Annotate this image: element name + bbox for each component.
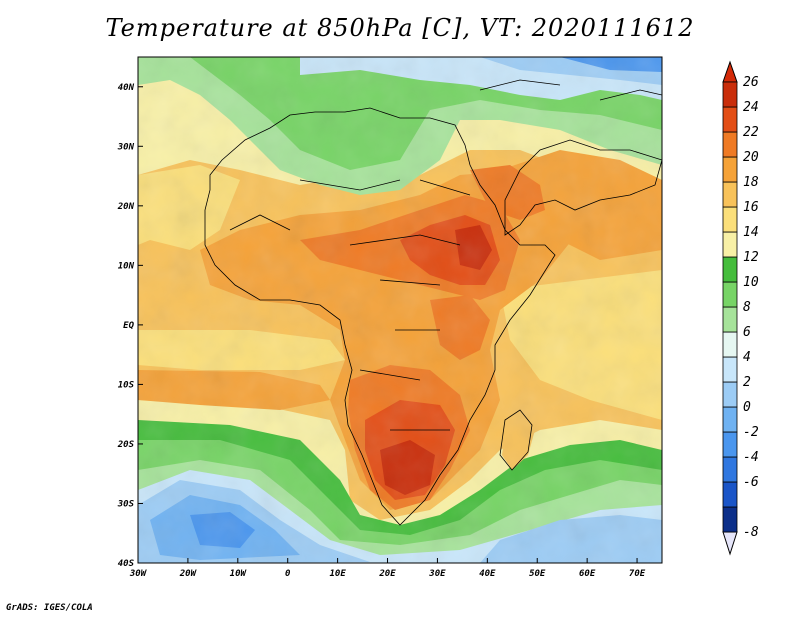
colorbar-label: -6 bbox=[743, 475, 759, 490]
colorbar-label: 0 bbox=[743, 400, 751, 415]
colorbar-label: 12 bbox=[743, 250, 759, 265]
lon-tick-label: 20W bbox=[179, 569, 198, 579]
lat-tick-label: 10N bbox=[118, 261, 135, 271]
lat-tick-label: 20S bbox=[117, 440, 135, 450]
lon-tick-label: 10E bbox=[329, 569, 346, 579]
colorbar-box bbox=[722, 206, 738, 233]
temperature-field bbox=[138, 57, 662, 563]
colorbar-label: 26 bbox=[743, 75, 759, 90]
colorbar-label: 18 bbox=[743, 175, 759, 190]
colorbar-label: 2 bbox=[743, 375, 751, 390]
lon-tick-label: 50E bbox=[529, 569, 546, 579]
colorbar-above-triangle bbox=[722, 60, 738, 83]
lon-tick-label: 30W bbox=[129, 569, 148, 579]
colorbar-box bbox=[722, 481, 738, 508]
grads-credit: GrADS: IGES/COLA bbox=[6, 603, 93, 613]
colorbar-box bbox=[722, 181, 738, 208]
colorbar-box bbox=[722, 306, 738, 333]
colorbar-box bbox=[722, 506, 738, 533]
colorbar-box bbox=[722, 106, 738, 133]
coastlines bbox=[204, 79, 662, 526]
axis-ticks: 30W 20W 10W 0 10E 20E 30E 40E 50E 60E 70E 40N 30N 20N… bbox=[117, 83, 646, 579]
colorbar-label: 6 bbox=[743, 325, 751, 340]
lat-tick-label: EQ bbox=[123, 321, 134, 331]
colorbar-box bbox=[722, 231, 738, 258]
colorbar-label: -4 bbox=[743, 450, 759, 465]
colorbar-label: 24 bbox=[743, 100, 759, 115]
colorbar-label: 20 bbox=[743, 150, 759, 165]
map-title: Temperature at 850hPa [C], VT: 202011161… bbox=[105, 14, 695, 42]
lat-tick-label: 40N bbox=[118, 83, 135, 93]
colorbar-label: 8 bbox=[743, 300, 751, 315]
lon-tick-label: 40E bbox=[479, 569, 496, 579]
colorbar-label: -8 bbox=[743, 525, 759, 540]
colorbar-box bbox=[722, 256, 738, 283]
lon-tick-label: 0 bbox=[285, 569, 291, 579]
lon-tick-label: 30E bbox=[428, 569, 446, 579]
colorbar-box bbox=[722, 406, 738, 433]
lon-tick-label: 20E bbox=[378, 569, 396, 579]
colorbar-box bbox=[722, 281, 738, 308]
colorbar-box bbox=[722, 331, 738, 358]
lon-tick-label: 70E bbox=[629, 569, 646, 579]
colorbar-label: 16 bbox=[743, 200, 759, 215]
lon-tick-label: 60E bbox=[579, 569, 596, 579]
colorbar-label: 14 bbox=[743, 225, 759, 240]
colorbar-box bbox=[722, 131, 738, 158]
colorbar-box bbox=[722, 81, 738, 108]
colorbar-below-triangle bbox=[722, 531, 738, 556]
colorbar-label: -2 bbox=[743, 425, 759, 440]
colorbar-label: 4 bbox=[743, 350, 751, 365]
colorbar-box bbox=[722, 381, 738, 408]
colorbar-label: 10 bbox=[743, 275, 759, 290]
colorbar-box bbox=[722, 431, 738, 458]
lat-tick-label: 40S bbox=[118, 559, 135, 569]
colorbar-box bbox=[722, 356, 738, 383]
lat-tick-label: 30N bbox=[117, 142, 135, 152]
colorbar-box bbox=[722, 456, 738, 483]
plot-frame bbox=[137, 56, 663, 564]
lat-tick-label: 30S bbox=[117, 499, 135, 509]
lat-tick-label: 20N bbox=[117, 202, 135, 212]
colorbar-box bbox=[722, 156, 738, 183]
lat-tick-label: 10S bbox=[118, 380, 135, 390]
colorbar-label: 22 bbox=[743, 125, 759, 140]
lon-tick-label: 10W bbox=[230, 569, 248, 579]
